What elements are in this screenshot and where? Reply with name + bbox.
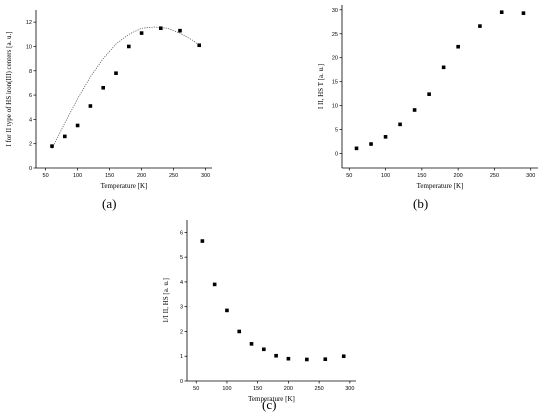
chart-panel-b: 50 100 150 200 250 300 0 5 10 15 20 25 30 Temperature… bbox=[280, 0, 550, 211]
data-point bbox=[88, 104, 93, 108]
data-point bbox=[521, 11, 526, 15]
data-point bbox=[274, 353, 278, 358]
panel-label-b: (b) bbox=[413, 196, 429, 211]
x-tick-label: 100 bbox=[222, 386, 231, 392]
y-tick-label: 8 bbox=[29, 69, 32, 75]
x-tick-label: 250 bbox=[315, 386, 324, 392]
x-tick-label: 150 bbox=[105, 173, 114, 179]
data-point bbox=[354, 146, 359, 151]
chart-panel-c: 50 100 150 200 250 300 0 1 2 3 4 5 6 Temperature [K] 1… bbox=[140, 212, 400, 413]
y-tick-label: 5 bbox=[335, 128, 338, 134]
data-point bbox=[341, 354, 346, 359]
x-tick-label: 50 bbox=[346, 173, 352, 179]
y-tick-label: 0 bbox=[180, 379, 183, 385]
chart-b-svg: 50 100 150 200 250 300 0 5 10 15 20 25 30 Temperature… bbox=[317, 5, 538, 190]
x-axis-label: Temperature [K] bbox=[248, 395, 295, 403]
data-point bbox=[159, 26, 163, 31]
chart-panel-a: 50 100 150 200 250 300 0 2 4 6 8 10 12 Temperature [K… bbox=[0, 0, 275, 211]
x-tick-label: 50 bbox=[43, 173, 49, 179]
y-tick-label: 5 bbox=[180, 255, 183, 261]
x-tick-label: 300 bbox=[201, 173, 210, 179]
x-tick-label: 50 bbox=[193, 386, 199, 392]
y-tick-label: 4 bbox=[180, 280, 183, 286]
x-tick-label: 100 bbox=[73, 173, 82, 179]
x-tick-label: 150 bbox=[253, 386, 262, 392]
x-tick-label: 200 bbox=[284, 386, 293, 392]
data-point bbox=[286, 356, 291, 361]
x-tick-label: 100 bbox=[381, 173, 390, 179]
data-point bbox=[127, 44, 131, 49]
data-point bbox=[212, 282, 217, 287]
data-point bbox=[369, 142, 373, 146]
data-point bbox=[441, 65, 446, 70]
data-point bbox=[225, 308, 229, 313]
data-point bbox=[427, 92, 431, 96]
data-point bbox=[139, 31, 144, 35]
data-point bbox=[383, 135, 388, 139]
y-tick-label: 2 bbox=[29, 142, 32, 148]
data-point bbox=[50, 144, 54, 148]
y-tick-label: 10 bbox=[26, 44, 32, 50]
x-axis-label: Temperature [K] bbox=[417, 182, 464, 190]
x-tick-label: 150 bbox=[417, 173, 426, 179]
y-tick-label: 30 bbox=[332, 8, 338, 14]
panel-label-c: (c) bbox=[262, 397, 277, 412]
y-tick-label: 15 bbox=[332, 80, 338, 86]
fit-curve bbox=[51, 26, 200, 149]
data-point bbox=[398, 122, 402, 127]
data-point bbox=[305, 357, 309, 362]
data-point bbox=[178, 28, 182, 33]
data-point bbox=[75, 123, 80, 128]
data-point bbox=[262, 347, 266, 352]
y-tick-label: 10 bbox=[332, 104, 338, 110]
y-tick-label: 2 bbox=[180, 329, 183, 335]
x-tick-label: 250 bbox=[169, 173, 178, 179]
x-tick-label: 300 bbox=[345, 386, 354, 392]
data-point bbox=[63, 134, 67, 139]
y-axis-label: I for II type of HS iron(III) centers [a… bbox=[5, 31, 13, 146]
y-axis-label: 1/I II, HS [a. u.] bbox=[162, 278, 170, 323]
data-point bbox=[323, 357, 328, 362]
data-point bbox=[412, 108, 417, 112]
y-tick-label: 0 bbox=[335, 152, 338, 158]
data-point bbox=[197, 43, 201, 48]
y-tick-label: 6 bbox=[29, 93, 32, 99]
data-point bbox=[114, 71, 118, 75]
x-tick-label: 250 bbox=[490, 173, 499, 179]
data-point bbox=[200, 239, 205, 243]
data-point bbox=[478, 24, 482, 28]
y-tick-label: 1 bbox=[180, 354, 183, 360]
y-tick-label: 25 bbox=[332, 32, 338, 38]
data-point bbox=[249, 342, 254, 346]
panel-label-a: (a) bbox=[102, 196, 117, 211]
data-point bbox=[456, 44, 460, 49]
data-point bbox=[101, 85, 105, 90]
data-point bbox=[237, 329, 242, 334]
y-tick-label: 6 bbox=[180, 230, 183, 236]
y-tick-label: 20 bbox=[332, 56, 338, 62]
y-tick-label: 12 bbox=[26, 20, 32, 26]
x-axis-label: Temperature [K] bbox=[101, 182, 148, 190]
y-tick-label: 0 bbox=[29, 166, 32, 172]
chart-c-svg: 50 100 150 200 250 300 0 1 2 3 4 5 6 Temperature [K] 1… bbox=[162, 220, 356, 403]
chart-a-svg: 50 100 150 200 250 300 0 2 4 6 8 10 12 Temperature [K… bbox=[5, 10, 212, 190]
y-tick-label: 3 bbox=[180, 305, 183, 311]
y-tick-label: 4 bbox=[29, 117, 32, 123]
y-axis-label: I II, HS T [a. u.] bbox=[317, 64, 325, 109]
x-tick-label: 200 bbox=[137, 173, 146, 179]
data-point bbox=[499, 10, 504, 14]
x-tick-label: 300 bbox=[526, 173, 535, 179]
x-tick-label: 200 bbox=[454, 173, 463, 179]
